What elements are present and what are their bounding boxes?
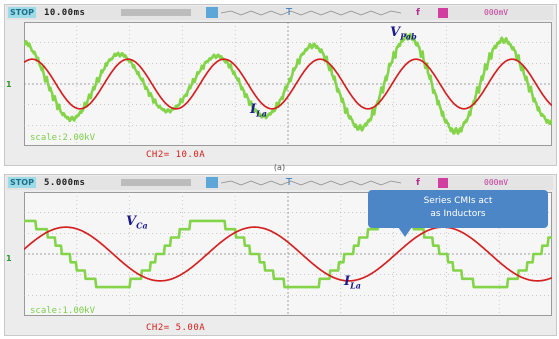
trigger-source-icon <box>438 178 448 188</box>
memory-bar <box>121 179 191 186</box>
waveform-plot-a <box>24 22 552 146</box>
ch1-ground-marker: 1 <box>6 254 12 263</box>
trigger-level-readout: 000mV <box>484 8 509 17</box>
label-i-la: ILa <box>250 102 267 119</box>
timebase-readout: 5.000ms <box>44 178 86 188</box>
trace-ila <box>24 58 552 110</box>
memory-bar <box>121 9 191 16</box>
ch2-scale-readout: CH2= 10.0A <box>146 150 206 160</box>
callout-line-1: Series CMIs act <box>423 196 493 206</box>
stop-badge: STOP <box>8 177 36 188</box>
stop-badge: STOP <box>8 7 36 18</box>
trace-ila <box>24 226 552 282</box>
label-i-la: ILa <box>344 274 361 291</box>
trace-vpab <box>24 32 552 135</box>
trigger-time-marker: T <box>286 7 293 18</box>
trigger-position-icon <box>206 7 218 18</box>
annotation-callout: Series CMIs act as Inductors <box>368 190 548 228</box>
waveform-ruler-icon <box>221 10 401 16</box>
waveform-ruler-icon <box>221 180 401 186</box>
trigger-time-marker: T <box>286 177 293 188</box>
label-v-ca: VCa <box>126 214 148 231</box>
figure-caption-a: (a) <box>273 163 286 172</box>
ch1-scale-readout: scale:1.00kV <box>30 306 96 316</box>
timebase-readout: 10.00ms <box>44 8 86 18</box>
oscilloscope-panel-a: STOP 10.00ms T f 000mV 1 scale:2.00kV CH… <box>0 0 559 168</box>
callout-pointer <box>398 227 412 237</box>
trigger-level-readout: 000mV <box>484 178 509 187</box>
scope-status-bar: STOP 5.000ms T f 000mV <box>6 176 553 190</box>
trigger-channel-marker: f <box>416 178 420 188</box>
scope-status-bar: STOP 10.00ms T f 000mV <box>6 6 553 20</box>
trigger-position-icon <box>206 177 218 188</box>
ch1-ground-marker: 1 <box>6 80 12 89</box>
ch1-scale-readout: scale:2.00kV <box>30 133 96 143</box>
callout-line-2: as Inductors <box>430 209 486 219</box>
ch2-scale-readout: CH2= 5.00A <box>146 323 206 333</box>
trigger-source-icon <box>438 8 448 18</box>
trace-vca <box>24 219 552 289</box>
trigger-channel-marker: f <box>416 8 420 18</box>
label-v-pab: VPab <box>390 25 417 42</box>
